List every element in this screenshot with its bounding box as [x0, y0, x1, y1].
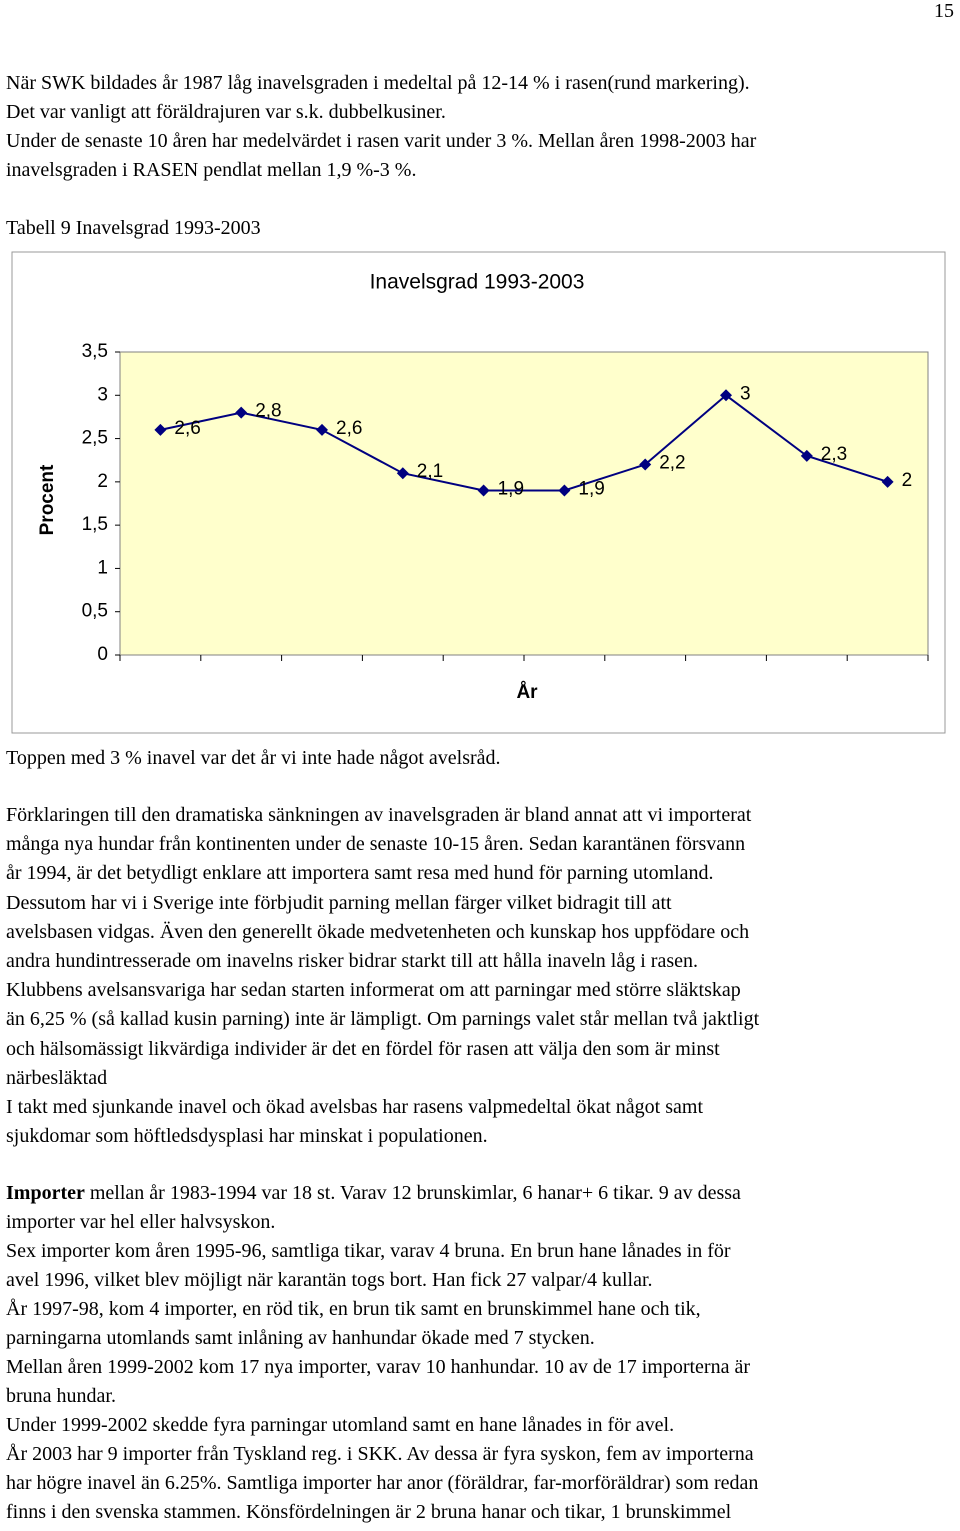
paragraph-line: Under de senaste 10 åren har medelvärdet…: [6, 130, 757, 152]
y-tick-label: 3: [97, 384, 108, 405]
paragraph-line: avelsbasen vidgas. Även den generellt ök…: [6, 920, 750, 943]
paragraph-line: än 6,25 % (så kallad kusin parning) inte…: [6, 1008, 760, 1031]
marker: [316, 423, 328, 436]
paragraph-line: Under 1999-2002 skedde fyra parningar ut…: [6, 1414, 675, 1436]
data-label: 2,2: [659, 453, 685, 474]
marker: [558, 484, 571, 497]
data-label: 2,6: [174, 418, 200, 439]
text: mellan år 1983-1994 var 18 st. Varav 12 …: [84, 1182, 741, 1204]
paragraph-line: andra hundintresserade om inavelns riske…: [6, 950, 698, 972]
paragraph-line: importer var hel eller halvsyskon.: [6, 1211, 276, 1233]
paragraph-line: finns i den svenska stammen. Könsfördeln…: [6, 1501, 732, 1523]
y-tick-label: 3,5: [82, 341, 108, 362]
data-label: 1,9: [498, 479, 524, 500]
table-caption: Tabell 9 Inavelsgrad 1993-2003: [6, 217, 261, 239]
data-label: 2,3: [821, 444, 847, 465]
paragraph-line: Dessutom har vi i Sverige inte förbjudit…: [6, 891, 672, 914]
paragraph-line: Det var vanligt att föräldrajuren var s.…: [6, 101, 446, 123]
paragraph-line: År 2003 har 9 importer från Tyskland reg…: [6, 1443, 754, 1465]
data-label: 2,8: [255, 401, 281, 422]
paragraph-line: Importer mellan år 1983-1994 var 18 st. …: [6, 1181, 741, 1205]
y-tick-label: 1: [97, 557, 108, 578]
marker: [396, 467, 409, 480]
y-tick-label: 2,5: [82, 428, 108, 449]
y-tick-label: 0,5: [82, 601, 108, 622]
series-line: [160, 394, 888, 492]
data-label: 1,9: [578, 479, 604, 500]
marker: [800, 449, 813, 462]
x-axis-label: År: [516, 682, 538, 703]
paragraph-line: Mellan åren 1999-2002 kom 17 nya importe…: [6, 1356, 750, 1378]
data-label: 2,1: [417, 461, 443, 482]
y-tick-label: 2: [97, 471, 108, 492]
data-label: 2: [902, 470, 913, 491]
paragraph-line: I takt med sjunkande inavel och ökad ave…: [6, 1096, 704, 1118]
marker: [154, 423, 167, 436]
y-tick-label: 1,5: [82, 514, 108, 535]
paragraph-line: När SWK bildades år 1987 låg inavelsgrad…: [6, 72, 750, 94]
paragraph-line: närbesläktad: [6, 1066, 108, 1089]
paragraph-line: avel 1996, vilket blev möjligt när karan…: [6, 1269, 653, 1291]
marker: [881, 475, 894, 488]
paragraph-line: år 1994, är det betydligt enklare att im…: [6, 862, 714, 885]
paragraph-line: Klubbens avelsansvariga har sedan starte…: [6, 979, 741, 1002]
paragraph-line: Sex importer kom åren 1995-96, samtliga …: [6, 1240, 731, 1262]
plot-area: [119, 351, 929, 656]
chart-note: Toppen med 3 % inavel var det år vi inte…: [6, 747, 501, 769]
marker: [720, 389, 732, 402]
paragraph-line: och hälsomässigt likvärdiga individer är…: [6, 1037, 720, 1060]
marker: [235, 406, 248, 419]
data-label: 2,6: [336, 418, 362, 439]
paragraph-line: har högre inavel än 6.25%. Samtliga impo…: [6, 1472, 759, 1494]
marker: [477, 484, 490, 497]
paragraph-line: många nya hundar från kontinenten under …: [6, 833, 746, 856]
chart: Inavelsgrad 1993-2003 Procent År 0 0,5 1 1,…: [11, 251, 946, 734]
paragraph-line: År 1997-98, kom 4 importer, en röd tik, …: [6, 1298, 701, 1320]
data-label: 3: [740, 383, 751, 404]
y-tick-label: 0: [97, 644, 108, 665]
paragraph-line: parningarna utomlands samt inlåning av h…: [6, 1327, 595, 1349]
heading: Importer: [6, 1182, 85, 1204]
paragraph-line: Förklaringen till den dramatiska sänknin…: [6, 804, 752, 826]
y-axis-label: Procent: [37, 464, 58, 535]
paragraph-line: bruna hundar.: [6, 1385, 116, 1407]
page-number: 15: [934, 0, 954, 22]
paragraph-line: inavelsgraden i RASEN pendlat mellan 1,9…: [6, 159, 417, 181]
marker: [639, 458, 652, 471]
paragraph-line: sjukdomar som höftledsdysplasi har minsk…: [6, 1125, 488, 1148]
chart-title: Inavelsgrad 1993-2003: [370, 271, 585, 294]
